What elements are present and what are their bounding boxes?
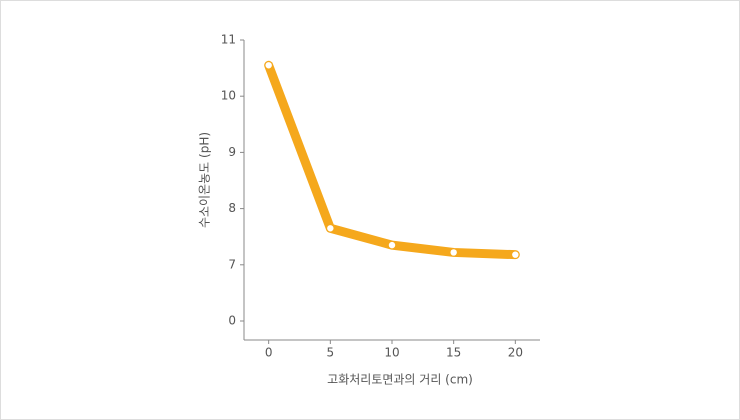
x-axis-label: 고화처리토면과의 거리 (cm) — [327, 373, 473, 387]
y-axis-label: 수소이온농도 (pH) — [198, 132, 212, 228]
x-tick-label: 10 — [384, 346, 399, 360]
point — [450, 249, 457, 256]
y-tick-label: 0 — [228, 314, 236, 328]
y-tick-label: 7 — [228, 257, 236, 271]
y-tick-label: 9 — [228, 145, 236, 159]
x-tick-label: 15 — [446, 346, 461, 360]
y-tick-label: 10 — [221, 89, 236, 103]
y-tick-label: 8 — [228, 201, 236, 215]
y-tick-label: 11 — [221, 33, 236, 47]
x-tick-label: 20 — [508, 346, 523, 360]
point — [388, 241, 396, 249]
point — [265, 62, 272, 69]
x-tick-label: 0 — [265, 346, 273, 360]
point — [512, 251, 519, 258]
x-tick-label: 5 — [327, 346, 335, 360]
point — [327, 225, 334, 232]
